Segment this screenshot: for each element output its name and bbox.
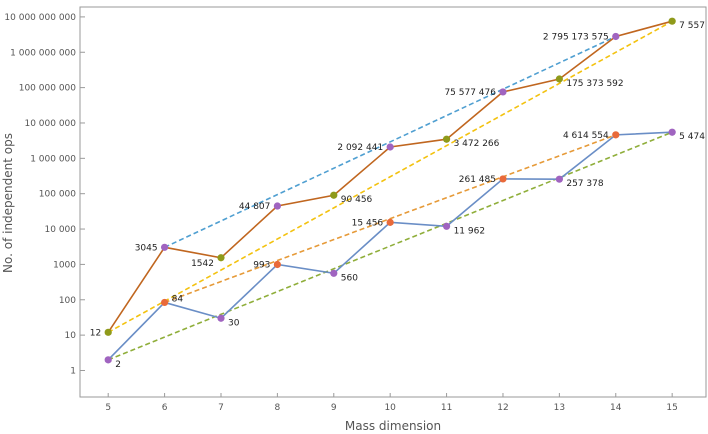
upper-point <box>442 135 451 143</box>
lower-point <box>104 356 112 364</box>
lower-point <box>612 131 620 139</box>
y-tick-label: 100 000 <box>39 190 76 200</box>
lower-data-label: 261 485 <box>459 175 496 185</box>
x-tick-label: 15 <box>666 403 677 413</box>
lower-data-label: 84 <box>172 294 184 304</box>
y-tick-label: 10 <box>65 331 77 341</box>
x-tick-label: 11 <box>441 403 452 413</box>
upper-data-label: 2 092 441 <box>337 143 383 153</box>
lower-data-label: 2 <box>115 360 121 370</box>
upper-point <box>612 32 620 41</box>
y-tick-label: 1 000 000 <box>30 154 76 164</box>
x-axis-label: Mass dimension <box>345 419 441 433</box>
lower-point <box>217 314 225 322</box>
y-tick-label: 1000 <box>53 260 76 270</box>
lower-data-label: 5 474 170 <box>679 132 708 142</box>
upper-point <box>330 191 338 199</box>
upper-data-label: 175 373 592 <box>566 79 623 89</box>
even-lower-trend-line <box>164 134 617 304</box>
y-tick-label: 10 000 000 000 <box>4 13 76 23</box>
lower-data-label: 11 962 <box>454 226 486 236</box>
lower-point <box>668 128 676 136</box>
lower-data-label: 30 <box>228 318 240 328</box>
y-tick-label: 100 <box>59 296 76 306</box>
y-tick-label: 1 000 000 000 <box>10 48 76 58</box>
lower-point <box>160 298 169 307</box>
lower-point <box>273 260 281 269</box>
x-tick-label: 10 <box>384 403 396 413</box>
lower-point <box>499 175 507 183</box>
x-tick-label: 9 <box>331 403 337 413</box>
x-tick-label: 7 <box>218 403 224 413</box>
x-tick-label: 8 <box>275 403 281 413</box>
lower-point <box>386 218 394 226</box>
upper-point <box>555 75 563 83</box>
plot-frame <box>79 6 707 398</box>
upper-point <box>499 88 507 96</box>
trend-lines <box>107 20 673 361</box>
x-tick-label: 13 <box>554 403 565 413</box>
even-upper-trend-line <box>164 35 617 249</box>
upper-data-label: 3045 <box>135 243 158 253</box>
y-tick-label: 10 000 000 <box>24 119 76 129</box>
x-tick-label: 14 <box>610 403 622 413</box>
lower-point <box>442 222 451 230</box>
y-axis-label: No. of independent ops <box>1 133 15 273</box>
upper-data-label: 75 577 476 <box>444 88 496 98</box>
upper-point <box>273 202 281 210</box>
lower-point <box>555 175 563 183</box>
x-tick-label: 12 <box>497 403 508 413</box>
lower-point <box>330 269 338 277</box>
x-tick-label: 6 <box>162 403 168 413</box>
upper-point <box>217 254 225 262</box>
upper-point <box>386 143 394 151</box>
y-tick-label: 100 000 000 <box>19 84 77 94</box>
y-tick-label: 10 000 <box>45 225 77 235</box>
upper-data-label: 90 456 <box>341 195 373 205</box>
upper-data-label: 1542 <box>191 259 214 269</box>
upper-data-label: 3 472 266 <box>454 139 500 149</box>
odd-lower-trend-line <box>107 131 673 361</box>
lower-data-label: 257 378 <box>566 179 603 189</box>
data-labels: 12 3045 1542 44 807 90 456 2 092 441 3 472 266… <box>90 21 708 370</box>
data-points <box>104 17 676 364</box>
upper-data-label: 2 795 173 575 <box>543 32 609 42</box>
lower-data-label: 560 <box>341 273 358 283</box>
upper-point <box>668 17 676 25</box>
lower-data-label: 4 614 554 <box>563 131 609 141</box>
lower-data-label: 993 <box>253 261 270 271</box>
upper-data-label: 12 <box>90 328 101 338</box>
ticks: 5 6 7 8 9 10 11 12 13 14 15 1 10 100 1000 10 000 100 000… <box>4 13 677 413</box>
lower-data-label: 15 456 <box>352 218 384 228</box>
upper-data-label: 44 807 <box>239 202 271 212</box>
odd-upper-trend-line <box>107 20 673 334</box>
series-lines <box>107 20 673 361</box>
upper-data-label: 7 557 369 962 <box>679 21 708 31</box>
x-tick-label: 5 <box>105 403 111 413</box>
y-tick-label: 1 <box>70 366 76 376</box>
upper-point <box>160 243 169 251</box>
upper-point <box>104 328 112 336</box>
